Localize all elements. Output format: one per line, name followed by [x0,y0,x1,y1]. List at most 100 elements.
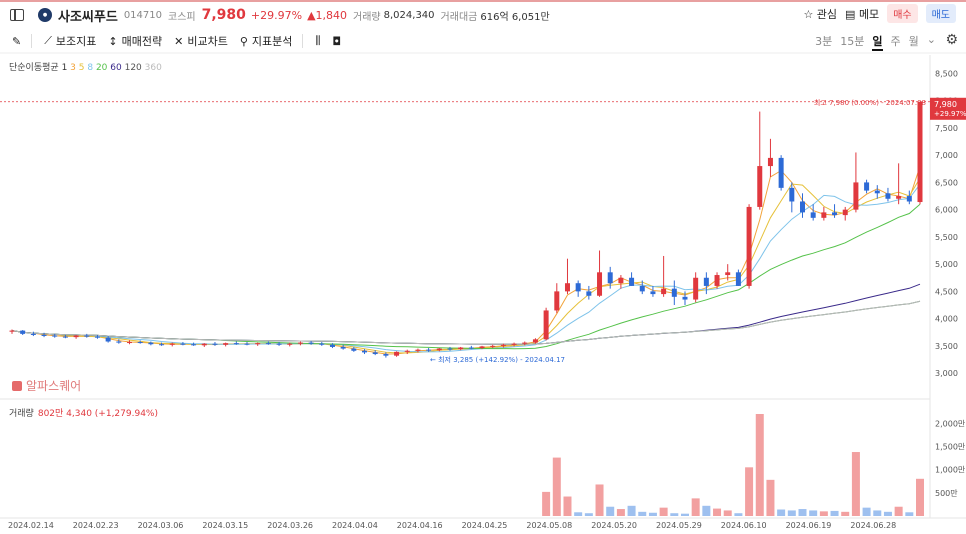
candle-body [244,343,250,345]
x-tick-label: 2024.02.14 [8,521,54,530]
candle-body [426,349,432,351]
ma-period-360[interactable]: 360 [141,63,162,73]
period-15min[interactable]: 15분 [840,35,865,48]
volume-bar [809,510,818,516]
period-week[interactable]: 주 [890,35,901,48]
candle-body [383,354,389,356]
candle-body [842,209,848,216]
y-tick-label: 7,500 [935,124,958,133]
period-month[interactable]: 월 [908,35,919,48]
candle-body [532,339,538,343]
x-tick-label: 2024.05.08 [526,521,572,530]
x-tick-label: 2024.03.15 [202,521,248,530]
x-tick-label: 2024.04.16 [397,521,443,530]
volume-bar [606,506,615,516]
candle-body [329,344,335,347]
sell-button[interactable]: 매도 [925,4,956,23]
ma-period-120[interactable]: 120 [121,63,142,73]
volume-bar [595,484,604,516]
last-change-label: +29.97% [934,110,966,118]
sidebar-toggle-icon[interactable] [10,9,24,21]
volume-bar [787,510,796,516]
top-accent-line [0,0,966,2]
candle-body [725,272,731,276]
ma-period-1[interactable]: 1 [61,63,68,73]
ma-period-8[interactable]: 8 [84,63,94,73]
volume-bar [894,506,903,516]
volume-tick-label: 2,000만 [935,419,966,428]
chevron-down-icon[interactable]: ⌄ [926,33,936,46]
ma-period-5[interactable]: 5 [75,63,85,73]
ma-period-20[interactable]: 20 [93,63,108,73]
candle-body [372,352,378,355]
strategy-button[interactable]: ↕ 매매전략 [108,33,162,49]
last-price-tag [930,97,966,120]
candle-body [362,350,368,353]
compare-button[interactable]: ✕ 비교차트 [174,33,228,49]
y-tick-label: 4,000 [935,315,958,324]
gear-icon[interactable]: ⚙ [945,32,958,48]
candle-body [778,157,784,188]
candle-body [105,337,111,342]
volume-bar [905,512,914,516]
toolbar-divider [31,34,33,48]
camera-icon[interactable]: ◘ [332,34,342,48]
ma-period-3[interactable]: 3 [67,63,76,73]
candle-body [821,212,827,218]
candle-body [20,330,26,334]
change-percent: +29.97% [250,8,303,22]
watch-label: 관심 [816,7,838,21]
candle-body [511,343,517,345]
candle-body [543,310,549,340]
candle-body [233,343,239,345]
volume-bar [777,509,786,516]
y-tick-label: 6,000 [935,206,958,215]
ma-legend-periods: 1 3 5 8 20 60 120 360 [62,63,162,73]
candle-body [746,206,752,286]
x-tick-label: 2024.05.29 [656,521,702,530]
candle-body [447,348,453,350]
draw-tool-icon[interactable]: ✎ [12,34,22,48]
candle-type-icon[interactable]: ⫼ [315,34,321,47]
memo-button[interactable]: ▤ 메모 [845,7,880,21]
analysis-button[interactable]: ⚲ 지표분석 [240,33,293,49]
company-logo: ● [38,8,52,22]
volume-bar [916,478,924,516]
volume-bar [627,505,636,516]
analysis-icon: ⚲ [239,34,248,48]
candle-body [767,157,773,167]
candle-body [490,345,496,347]
ma-line-8 [11,183,921,353]
buy-button[interactable]: 매수 [887,4,918,23]
ma-period-60[interactable]: 60 [107,63,122,73]
alphasquare-watermark: 알파스퀘어 [12,377,81,394]
period-3min[interactable]: 3분 [815,35,833,48]
candle-body [885,193,891,199]
candle-body [693,277,699,300]
volume-bar [819,511,828,516]
x-tick-label: 2024.04.25 [462,521,508,530]
period-day[interactable]: 일 [872,33,883,51]
volume-bar [734,513,743,516]
y-tick-label: 5,000 [935,260,958,269]
volume-bar [574,512,583,516]
volume-bar [648,512,657,516]
candle-body [30,333,36,335]
candle-body [319,343,325,345]
indicator-button[interactable]: ⟋ 보조지표 [44,33,96,49]
volume-bar [841,511,850,516]
x-tick-label: 2024.02.23 [73,521,119,530]
candle-body [597,272,603,296]
watermark-label: 알파스퀘어 [26,379,82,393]
memo-label: 메모 [858,7,880,21]
period-selector: 3분 15분 일 주 월 ⌄ [815,33,936,51]
volume-bar [702,505,711,516]
candle-body [458,347,464,350]
candle-body [127,342,133,344]
watch-button[interactable]: ☆ 관심 [803,7,838,21]
candle-body [522,342,528,344]
candle-body [169,343,175,345]
analysis-label: 지표분석 [251,35,293,48]
x-tick-label: 2024.04.04 [332,521,378,530]
